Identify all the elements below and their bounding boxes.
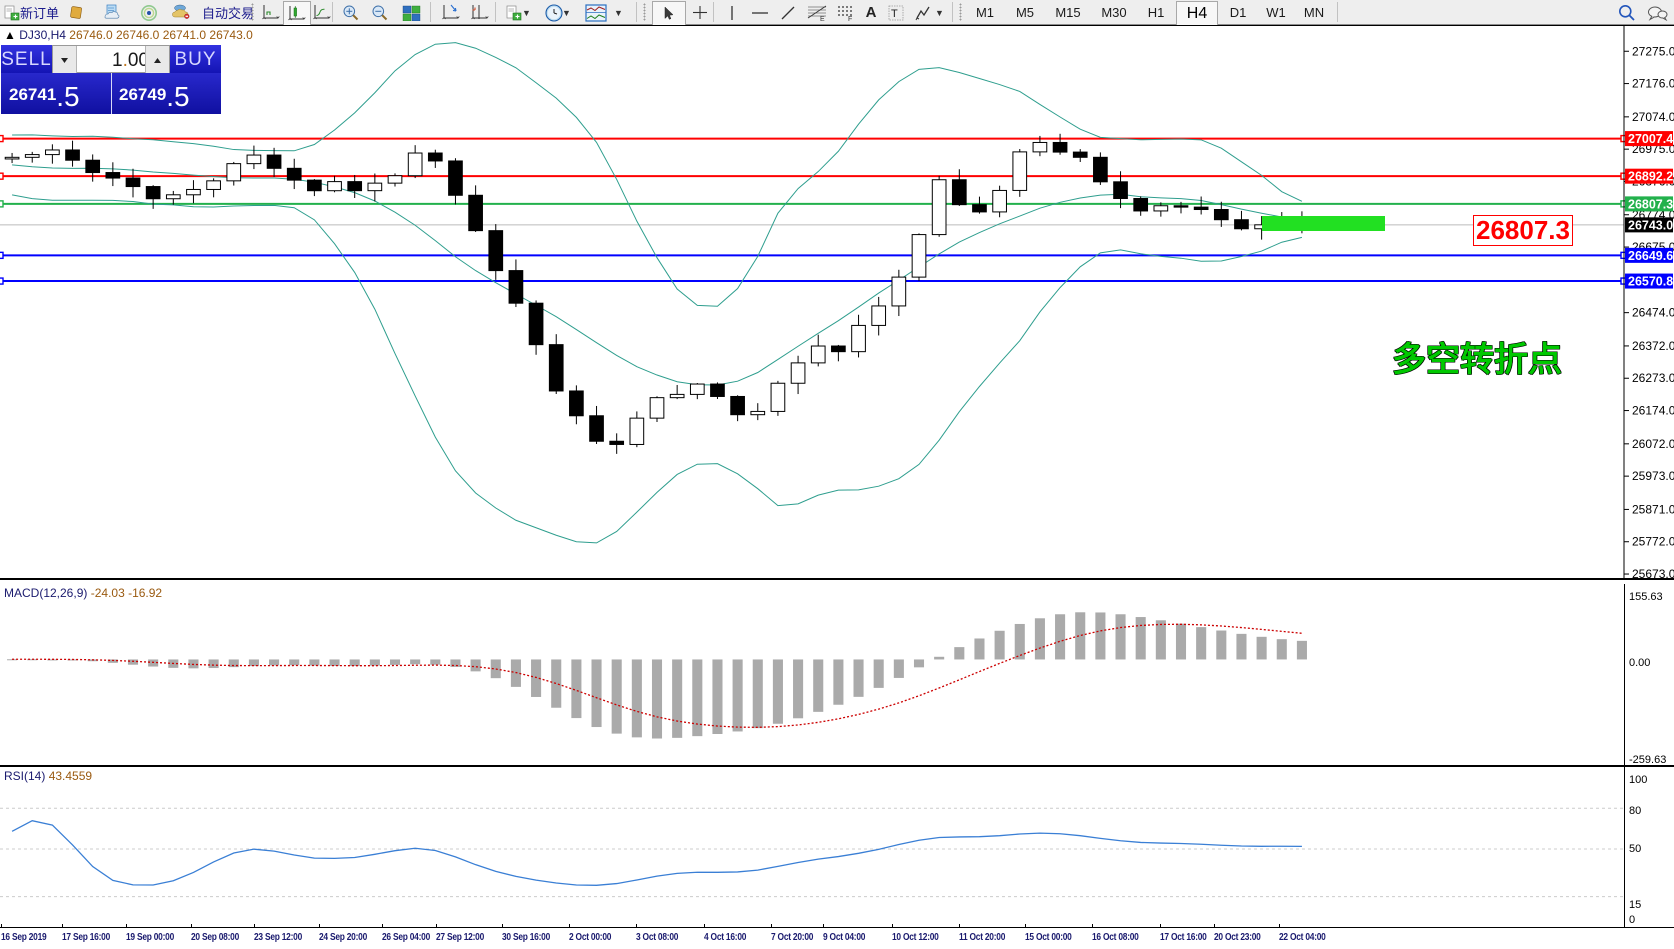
svg-text:F: F xyxy=(848,16,852,21)
svg-text:26273.0: 26273.0 xyxy=(1632,371,1674,385)
svg-text:26474.0: 26474.0 xyxy=(1632,306,1674,320)
svg-text:26807.3: 26807.3 xyxy=(1628,197,1673,211)
svg-text:26072.0: 26072.0 xyxy=(1632,437,1674,451)
svg-text:26570.8: 26570.8 xyxy=(1628,275,1673,289)
svg-text:26174.0: 26174.0 xyxy=(1632,404,1674,418)
svg-text:25772.0: 25772.0 xyxy=(1632,535,1674,549)
svg-text:26892.2: 26892.2 xyxy=(1628,170,1673,184)
svg-text:25973.0: 25973.0 xyxy=(1632,469,1674,483)
svg-text:27074.0: 27074.0 xyxy=(1632,110,1674,124)
svg-text:27275.0: 27275.0 xyxy=(1632,44,1674,58)
svg-text:26649.6: 26649.6 xyxy=(1628,249,1673,263)
svg-text:T: T xyxy=(891,8,898,20)
svg-text:25871.0: 25871.0 xyxy=(1632,502,1674,516)
svg-text:27007.4: 27007.4 xyxy=(1628,132,1673,146)
svg-text:26372.0: 26372.0 xyxy=(1632,339,1674,353)
svg-text:27176.0: 27176.0 xyxy=(1632,77,1674,91)
svg-text:26743.0: 26743.0 xyxy=(1628,218,1673,232)
svg-text:25673.0: 25673.0 xyxy=(1632,567,1674,580)
svg-text:E: E xyxy=(820,16,825,22)
